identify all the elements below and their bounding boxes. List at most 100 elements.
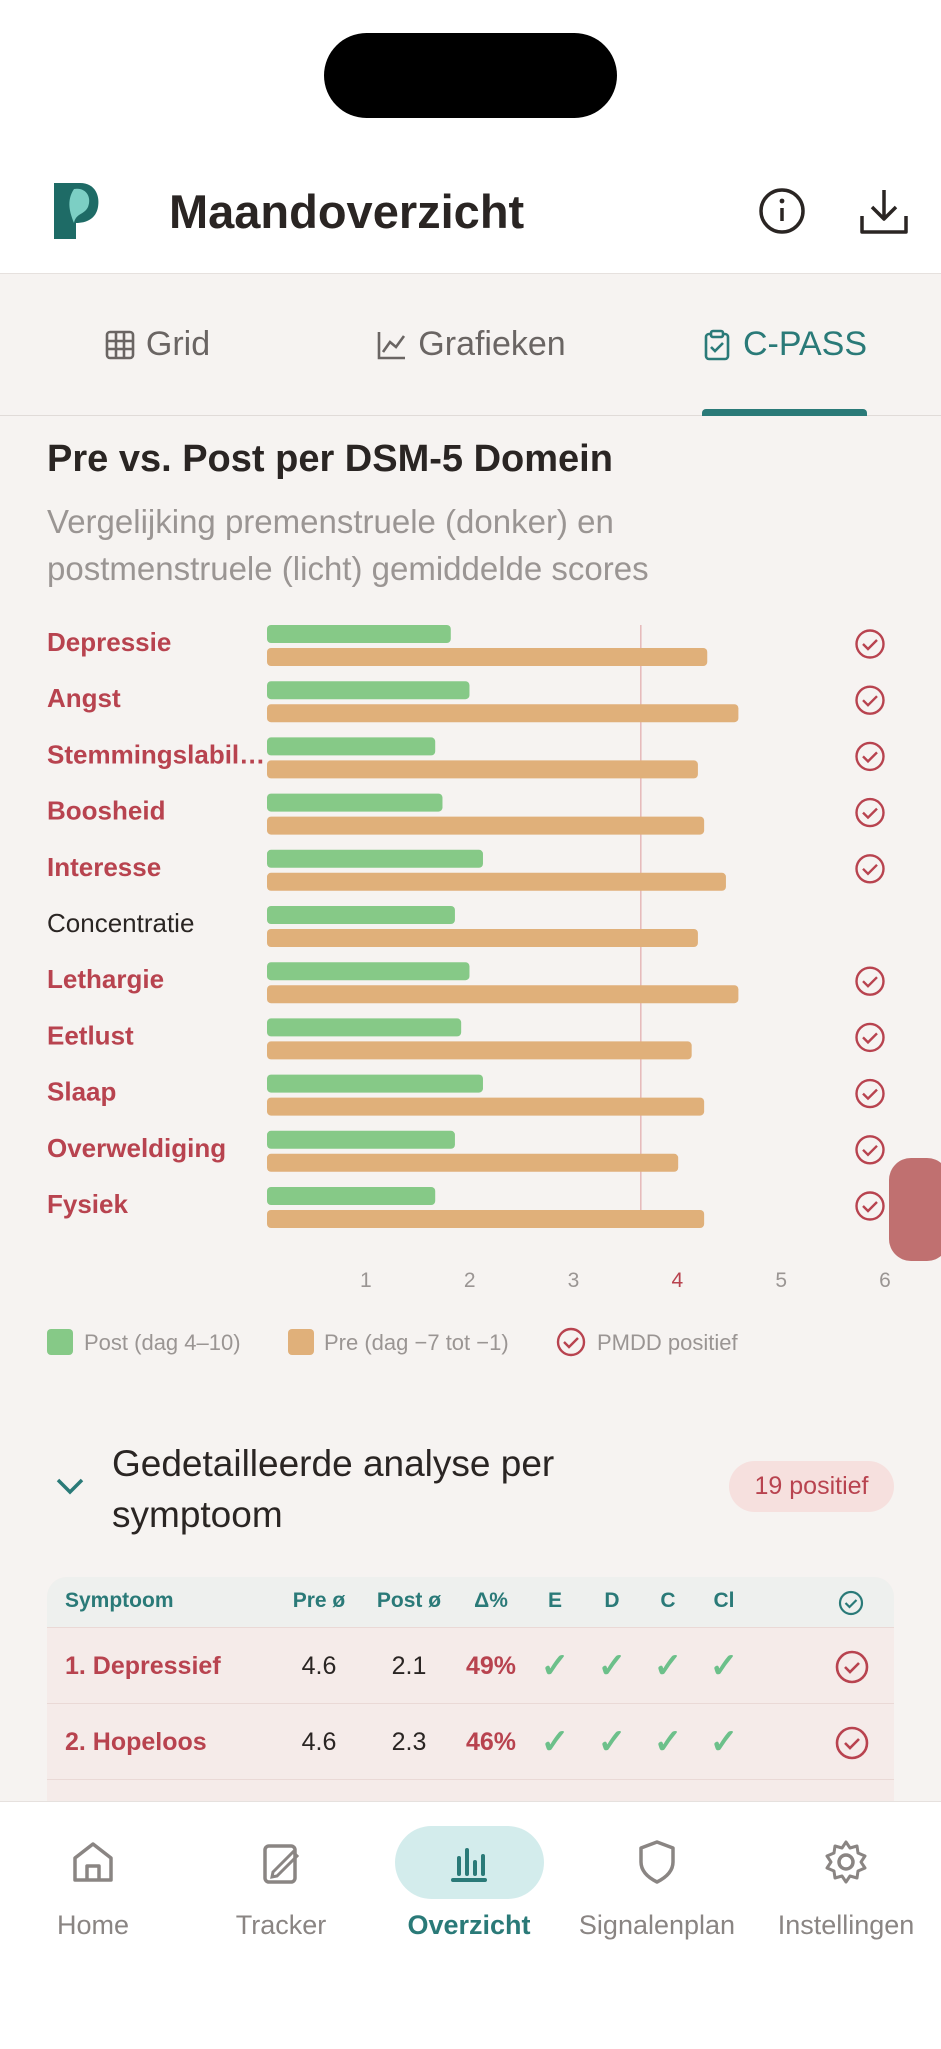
tab-bar: Grid Grafieken C-PASS (0, 274, 941, 416)
icon-check (862, 976, 878, 988)
table-cell: ✓ (709, 1723, 739, 1761)
bar (267, 681, 470, 700)
icon-circle (855, 1191, 885, 1221)
bar (267, 816, 705, 835)
nav-label: Home (56, 1910, 130, 1940)
bar (267, 1130, 455, 1149)
positive-badge: 19 positief (729, 1461, 894, 1512)
icon-check (862, 1032, 878, 1045)
category-label: Interesse (47, 852, 161, 882)
legend-icon (556, 1327, 586, 1357)
table-cell: ✓ (597, 1723, 627, 1761)
bar (267, 648, 708, 666)
tab[interactable]: C-PASS (627, 274, 941, 415)
symptom-table: Symptoom Pre ø Post ø Δ% E D C Cl 1. Depressief 4… (47, 1577, 894, 1801)
bottom-nav: Home Tracker Overzicht Signalenplan Instelli… (0, 1801, 941, 2049)
nav-item[interactable]: Signalenplan (563, 1802, 751, 1962)
collapse-chevron[interactable] (55, 1475, 85, 1497)
pmdd-positive-icon (855, 854, 885, 884)
app-logo (54, 183, 99, 239)
icon-check (862, 1144, 878, 1157)
category-label: Angst (47, 683, 121, 713)
icon-circle (855, 629, 885, 659)
icon-circle (855, 685, 885, 715)
x-tick-label: 6 (879, 1269, 891, 1292)
category-label: Concentratie (47, 908, 194, 938)
table-cell: 2. Hopeloos (65, 1728, 207, 1756)
tab-label: C-PASS (742, 325, 868, 363)
column-header: Post ø (376, 1589, 442, 1612)
pmdd-positive-icon (855, 1022, 885, 1053)
legend-swatch (47, 1329, 73, 1355)
nav-item[interactable]: Instellingen (752, 1802, 940, 1962)
legend-label: Pre (dag −7 tot −1) (324, 1330, 509, 1355)
nav-item[interactable]: Tracker (187, 1802, 375, 1962)
top-bar: Maandoverzicht (0, 0, 941, 274)
download-button[interactable] (858, 186, 910, 236)
table-cell: 4.6 (301, 1728, 337, 1756)
bar (267, 849, 483, 868)
bar (267, 737, 436, 756)
bar (267, 760, 698, 779)
nav-item[interactable]: Overzicht (375, 1802, 563, 1962)
bar (267, 1097, 705, 1116)
category-label: Boosheid (47, 796, 165, 826)
table-row: 1. Depressief 4.6 2.1 49% ✓ ✓ ✓ ✓ (47, 1627, 894, 1704)
bar (267, 929, 698, 947)
table-cell: ✓ (653, 1647, 683, 1685)
legend-label: Post (dag 4–10) (84, 1330, 241, 1355)
tab-label: Grafieken (418, 325, 566, 363)
pmdd-positive-icon (855, 1191, 885, 1221)
icon-check (862, 863, 878, 876)
details-title: Gedetailleerde analyse per symptoom (112, 1443, 555, 1535)
category-label: Depressie (47, 627, 171, 657)
bar (267, 704, 739, 723)
nav-active-pill (395, 1826, 544, 1899)
nav-icon (73, 1842, 113, 1882)
nav-icon (639, 1840, 675, 1884)
nav-item[interactable]: Home (0, 1802, 187, 1962)
icon-circle (855, 966, 885, 996)
floating-tab[interactable] (889, 1158, 941, 1261)
bar (267, 1187, 436, 1205)
bar (267, 1153, 679, 1172)
column-header: C (660, 1589, 676, 1612)
category-label: Fysiek (47, 1189, 128, 1219)
category-label: Overweldiging (47, 1133, 226, 1163)
bar (267, 1074, 483, 1093)
tab[interactable]: Grid (0, 274, 314, 415)
tab-indicator (702, 409, 867, 416)
nav-icon (825, 1840, 867, 1884)
icon-circle (855, 741, 885, 772)
pmdd-positive-icon (855, 1135, 885, 1165)
table-cell: 2.1 (391, 1652, 427, 1680)
table-cell: 1. Depressief (65, 1652, 221, 1680)
camera-notch (324, 33, 617, 118)
icon-circle (855, 1135, 885, 1165)
icon-circle (855, 1078, 885, 1109)
tab[interactable]: Grafieken (314, 274, 628, 415)
column-header: D (604, 1589, 620, 1612)
table-cell: ✓ (653, 1723, 683, 1761)
chart: Depressie Angst Stemmingslabil… Boosheid Int… (47, 625, 891, 1357)
table-row (47, 1779, 894, 1801)
icon-check (862, 751, 878, 764)
table-cell: ✓ (540, 1647, 570, 1685)
x-tick-label: 2 (464, 1269, 476, 1292)
row-check-icon (835, 1726, 869, 1760)
table-cell: 4.6 (301, 1652, 337, 1680)
icon-check (862, 639, 878, 651)
bar (267, 793, 443, 812)
pmdd-positive-icon (855, 629, 885, 659)
icon-circle (855, 854, 885, 884)
x-tick-label: 3 (568, 1269, 580, 1292)
pmdd-positive-icon (855, 741, 885, 772)
table-cell: 2.3 (391, 1728, 427, 1756)
info-button[interactable] (757, 186, 807, 236)
icon-check (862, 807, 878, 820)
pmdd-positive-icon (855, 966, 885, 996)
icon-circle (855, 797, 885, 828)
icon-circle (855, 1022, 885, 1053)
table-header: Symptoom Pre ø Post ø Δ% E D C Cl (47, 1577, 894, 1627)
